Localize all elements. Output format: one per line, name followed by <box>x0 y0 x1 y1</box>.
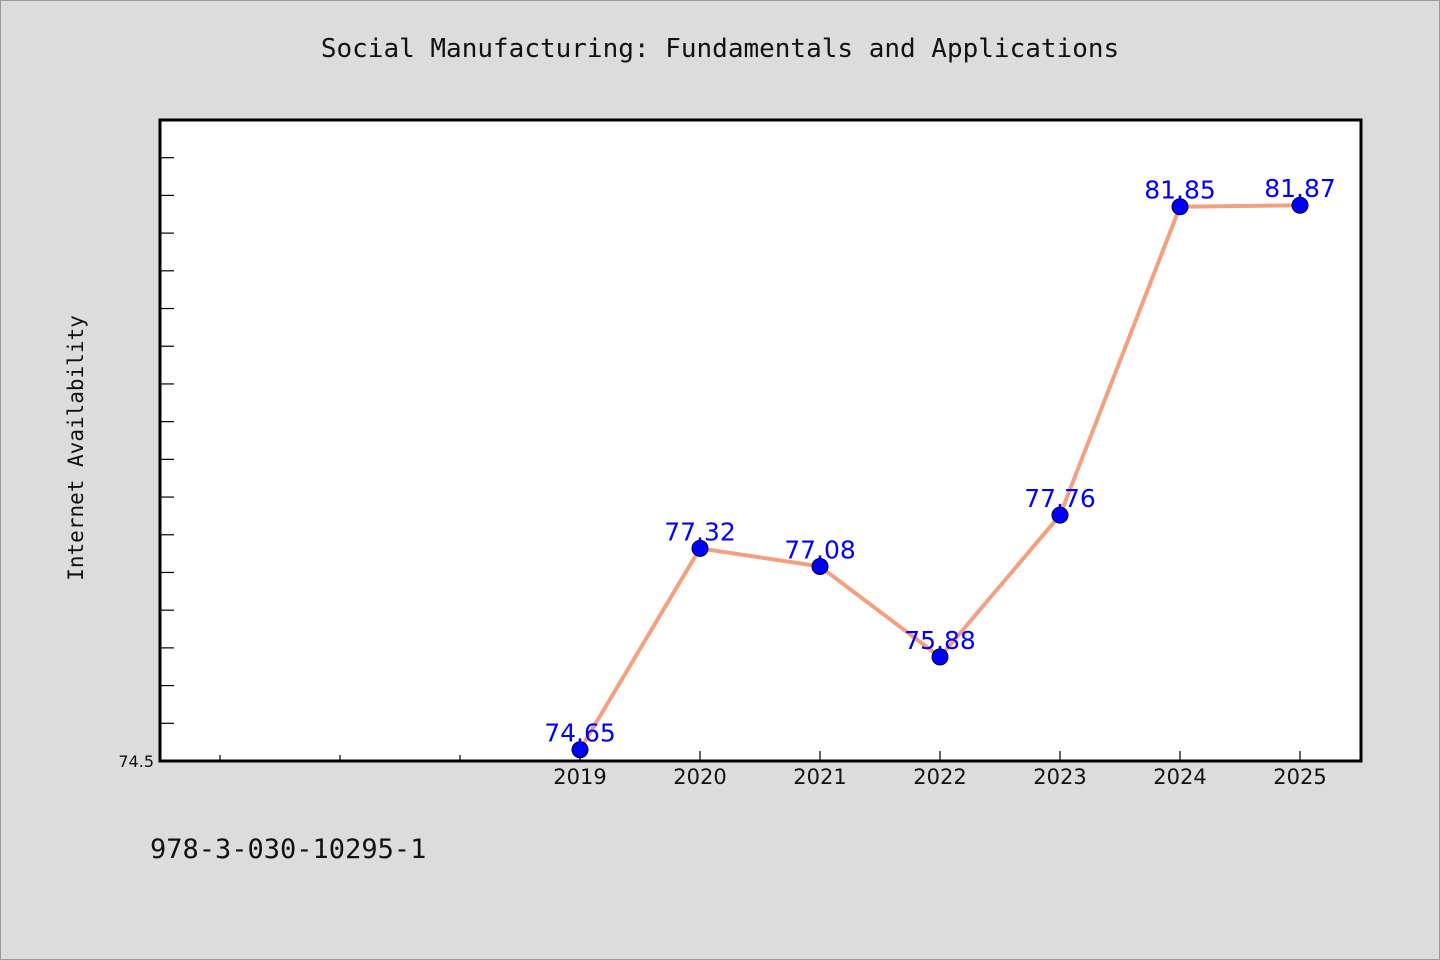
y-axis-ticks <box>160 119 174 762</box>
data-label-layer: 74.65 77.32 77.08 75.88 77.76 81.85 81.87 <box>544 174 1336 747</box>
data-label-2022: 75.88 <box>904 626 976 655</box>
data-label-2020: 77.32 <box>664 517 736 546</box>
data-point-2022 <box>931 648 949 666</box>
data-label-2019: 74.65 <box>544 719 616 748</box>
data-point-2021 <box>811 557 829 575</box>
marker-layer <box>571 196 1309 759</box>
data-point-2024 <box>1171 198 1189 216</box>
chart-title: Social Manufacturing: Fundamentals and A… <box>320 34 1120 64</box>
x-tick-label-2021: 2021 <box>793 765 846 789</box>
x-tick-label-2025: 2025 <box>1273 765 1326 789</box>
data-label-2025: 81.87 <box>1264 174 1336 203</box>
x-tick-label-2020: 2020 <box>673 765 726 789</box>
y-tick-label: 74.5 <box>118 752 154 771</box>
data-point-2020 <box>691 539 709 557</box>
data-point-2019 <box>571 741 589 759</box>
isbn-note: 978-3-030-10295-1 <box>150 834 427 865</box>
data-label-2023: 77.76 <box>1024 484 1096 513</box>
plot-area <box>158 118 1363 763</box>
y-axis-tick-labels: 74.5 <box>118 752 154 771</box>
x-tick-label-2022: 2022 <box>913 765 966 789</box>
x-axis-tick-labels: 2019 2020 2021 2022 2023 2024 2025 <box>553 765 1326 789</box>
data-label-2021: 77.08 <box>784 535 856 564</box>
x-tick-label-2024: 2024 <box>1153 765 1206 789</box>
data-point-2025 <box>1291 196 1309 214</box>
data-label-2024: 81.85 <box>1144 176 1216 205</box>
x-tick-label-2019: 2019 <box>553 765 606 789</box>
x-tick-label-2023: 2023 <box>1033 765 1086 789</box>
data-point-2023 <box>1051 506 1069 524</box>
